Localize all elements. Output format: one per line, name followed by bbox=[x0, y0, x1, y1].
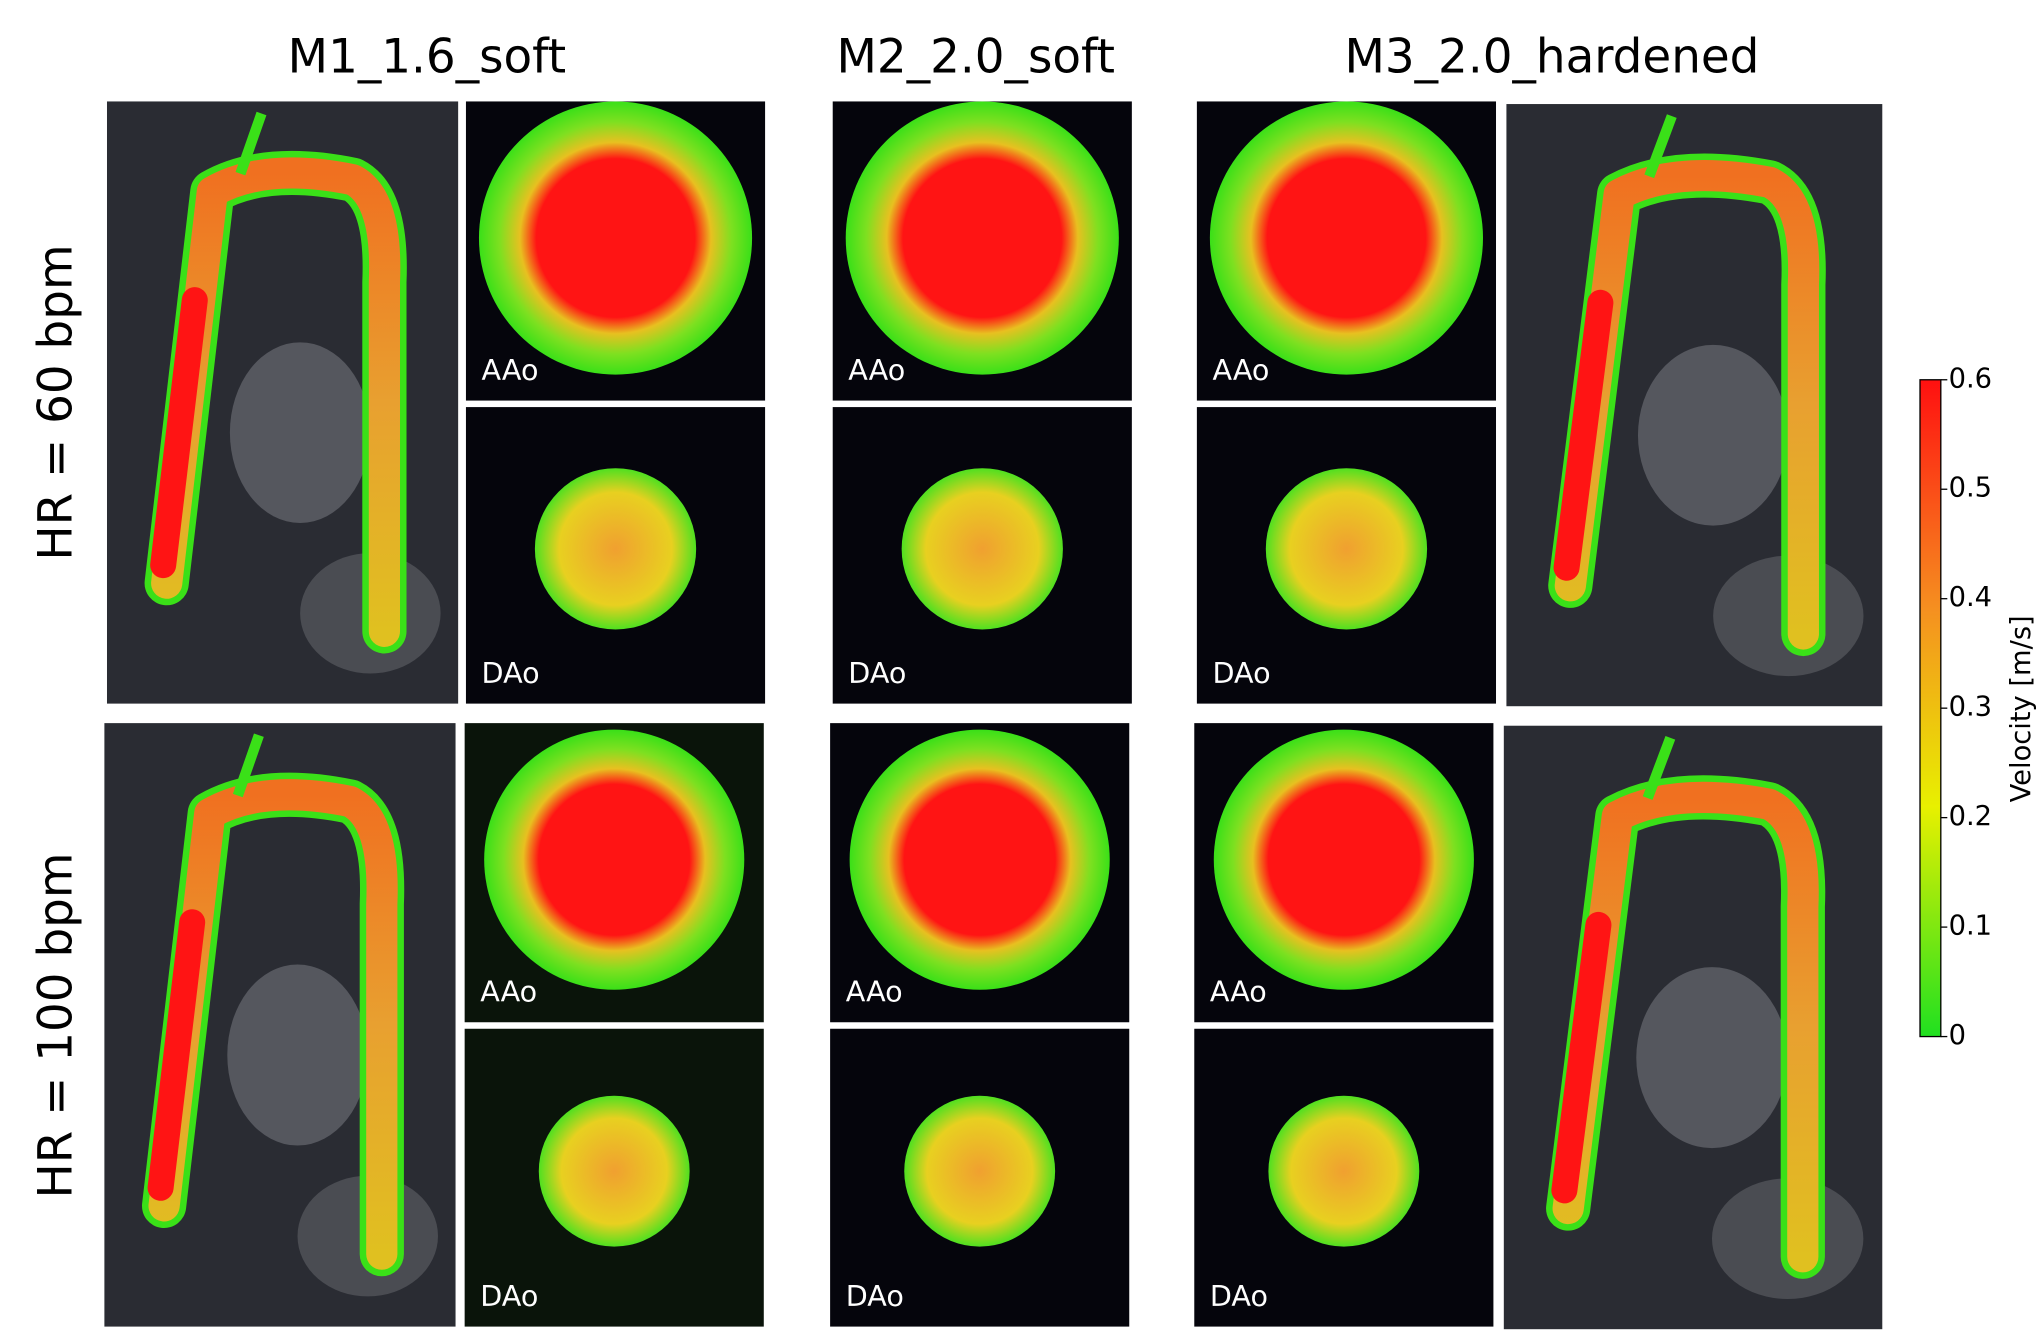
slice-label: AAo bbox=[1212, 353, 1269, 387]
velocity-map bbox=[1209, 101, 1484, 375]
velocity-map bbox=[538, 1095, 690, 1247]
row-label: HR = 100 bpm bbox=[29, 853, 83, 1199]
jet bbox=[1553, 289, 1614, 581]
colorbar-tick-label: 0.2 bbox=[1949, 801, 1992, 832]
column-title: M2_2.0_soft bbox=[837, 30, 1115, 84]
velocity-map bbox=[484, 729, 745, 990]
colorbar-tick-label: 0.3 bbox=[1949, 692, 1992, 723]
velocity-map bbox=[904, 1095, 1056, 1247]
slice-label: AAo bbox=[848, 353, 905, 387]
aorta-velocity bbox=[1552, 781, 1819, 1273]
slice-label: AAo bbox=[482, 353, 539, 387]
velocity-map bbox=[1268, 1095, 1420, 1247]
vessel-tip bbox=[1644, 114, 1677, 179]
vessel-tip bbox=[235, 111, 267, 176]
velocity-map bbox=[845, 101, 1119, 375]
jet bbox=[1551, 911, 1612, 1204]
aorta-velocity bbox=[1554, 159, 1820, 650]
vessel-tip bbox=[232, 733, 264, 798]
tissue bbox=[227, 964, 368, 1146]
colorbar-label: Velocity [m/s] bbox=[2006, 615, 2037, 802]
velocity-map bbox=[1213, 729, 1474, 990]
jet bbox=[147, 909, 206, 1201]
aorta-velocity bbox=[151, 157, 401, 647]
tissue bbox=[1637, 344, 1789, 526]
slice-label: AAo bbox=[480, 975, 537, 1009]
colorbar bbox=[1919, 379, 1942, 1038]
slice-label: DAo bbox=[1210, 1279, 1268, 1313]
slice-label: DAo bbox=[846, 1279, 904, 1313]
colorbar-tick-label: 0 bbox=[1949, 1020, 1966, 1051]
row-label: HR = 60 bpm bbox=[29, 244, 83, 560]
velocity-map bbox=[1265, 468, 1428, 630]
vessel-tip bbox=[1642, 735, 1676, 800]
colorbar-tick-label: 0.1 bbox=[1949, 911, 1992, 942]
velocity-map bbox=[901, 468, 1063, 630]
slice-label: AAo bbox=[846, 975, 903, 1009]
slice-label: DAo bbox=[848, 656, 906, 690]
velocity-map bbox=[534, 468, 697, 630]
aorta-velocity bbox=[148, 779, 398, 1270]
velocity-map bbox=[478, 101, 753, 375]
slice-label: AAo bbox=[1210, 975, 1267, 1009]
colorbar-tick-label: 0.4 bbox=[1949, 582, 1992, 613]
slice-label: DAo bbox=[480, 1279, 538, 1313]
column-title: M1_1.6_soft bbox=[288, 30, 566, 84]
panels: AAo DAo AAo DAo AAo DAo AAo DAo AAo DAo AAo DAo bbox=[104, 101, 1883, 1330]
velocity-map bbox=[849, 729, 1110, 990]
tissue bbox=[229, 342, 371, 523]
slice-label: DAo bbox=[482, 656, 540, 690]
slice-label: DAo bbox=[1212, 656, 1270, 690]
jet bbox=[150, 287, 208, 579]
tissue bbox=[1636, 967, 1788, 1149]
colorbar-tick-label: 0.5 bbox=[1949, 473, 1992, 504]
column-title: M3_2.0_hardened bbox=[1344, 30, 1759, 84]
colorbar-tick-label: 0.6 bbox=[1949, 363, 1992, 394]
